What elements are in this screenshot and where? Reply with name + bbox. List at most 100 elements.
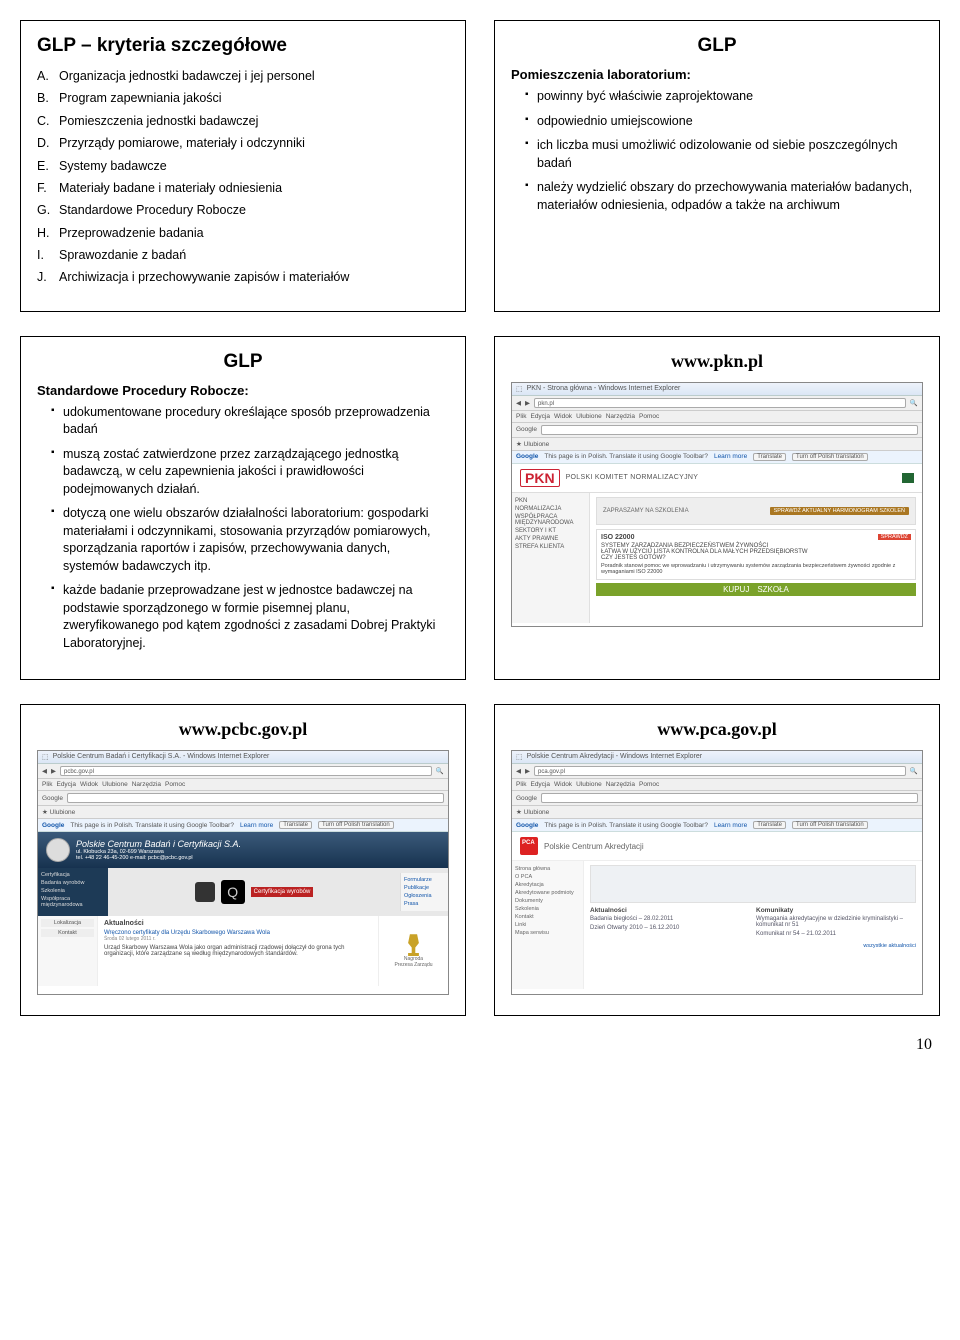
menu-item[interactable]: Pomoc [639,781,659,788]
forward-icon[interactable]: ▶ [51,767,56,775]
kupuj-button[interactable]: KUPUJ [723,585,749,594]
menu-item[interactable]: Narzędzia [132,781,161,788]
sidebar-item[interactable]: Kontakt [515,913,580,921]
sidebar-item[interactable]: Szkolenia [515,905,580,913]
sidebar-item[interactable]: Dokumenty [515,897,580,905]
pca-logo-icon [520,837,538,855]
sidebar-item[interactable]: Lokalizacja [41,919,94,927]
address-bar[interactable]: pca.gov.pl [534,766,906,776]
mkt-icon [902,473,914,483]
menu-item[interactable]: Plik [42,781,52,788]
pkn-browser: ⬚ PKN - Strona główna - Windows Internet… [511,382,923,627]
sidebar-item[interactable]: Badania wyrobów [41,879,105,887]
translate-button[interactable]: Translate [279,821,312,829]
translate-button[interactable]: Translate [753,453,786,461]
address-bar[interactable]: pkn.pl [534,398,906,408]
pca-col-news: Aktualności Badania biegłości – 28.02.20… [590,907,750,940]
pkn-url: www.pkn.pl [511,351,923,372]
sidebar-item[interactable]: STREFA KLIENTA [515,543,586,551]
sidebar-item[interactable]: Strona główna [515,865,580,873]
item-marker: J. [37,268,59,287]
col1-item[interactable]: Dzień Otwarty 2010 – 16.12.2010 [590,925,750,931]
sidebar-item[interactable]: Kontakt [41,929,94,937]
google-search[interactable] [541,425,918,435]
pca-browser: ⬚ Polskie Centrum Akredytacji - Windows … [511,750,923,995]
pkn-banner[interactable]: ZAPRASZAMY NA SZKOLENIA SPRAWDŹ AKTUALNY… [596,497,916,525]
col2-heading: Komunikaty [756,907,916,914]
col1-item[interactable]: Badania biegłości – 28.02.2011 [590,916,750,922]
translate-more-link[interactable]: Learn more [714,453,747,460]
sidebar-item[interactable]: O PCA [515,873,580,881]
pca-org-title: Polskie Centrum Akredytacji [544,842,644,851]
translate-button[interactable]: Translate [753,821,786,829]
menu-item[interactable]: Narzędzia [606,413,635,420]
sidebar-item[interactable]: Współpraca międzynarodowa [41,895,105,909]
favorites-icon[interactable]: ★ Ulubione [42,808,75,816]
menu-item[interactable]: Widok [80,781,98,788]
menu-item[interactable]: Pomoc [639,413,659,420]
sidebar-item[interactable]: Akredytowane podmioty [515,889,580,897]
nav-toolbar: ◀ ▶ pkn.pl 🔍 [512,396,922,411]
menu-item[interactable]: Widok [554,413,572,420]
back-icon[interactable]: ◀ [516,767,521,775]
menu-item[interactable]: Edycja [56,781,76,788]
menu-item[interactable]: Narzędzia [606,781,635,788]
sidebar-item[interactable]: Mapa serwisu [515,929,580,937]
sidebar-item[interactable]: Linki [515,921,580,929]
all-news-link[interactable]: wszystkie aktualności [590,943,916,949]
sidebar-item[interactable]: Formularze [404,876,445,884]
sidebar-item[interactable]: Certyfikacja [41,871,105,879]
bullet-item: odpowiednio umiejscowione [525,113,923,131]
sidebar-item[interactable]: Szkolenia [41,887,105,895]
translate-more-link[interactable]: Learn more [240,822,273,829]
search-icon[interactable]: 🔍 [910,767,918,775]
col2-item[interactable]: Wymagania akredytacyjne w dziedzinie kry… [756,916,916,928]
translate-off-button[interactable]: Turn off Polish translation [792,453,868,461]
item-text: Standardowe Procedury Robocze [59,201,246,220]
sidebar-item[interactable]: Ogłoszenia [404,892,445,900]
sidebar-item[interactable]: Publikacje [404,884,445,892]
favorites-icon[interactable]: ★ Ulubione [516,808,549,816]
google-search[interactable] [541,793,918,803]
menu-item[interactable]: Edycja [530,781,550,788]
forward-icon[interactable]: ▶ [525,399,530,407]
search-icon[interactable]: 🔍 [436,767,444,775]
window-title: Polskie Centrum Akredytacji - Windows In… [527,753,702,761]
sidebar-item[interactable]: WSPÓŁPRACA MIĘDZYNARODOWA [515,513,586,527]
menu-item[interactable]: Ulubione [576,781,602,788]
google-search[interactable] [67,793,444,803]
menu-item[interactable]: Ulubione [102,781,128,788]
menu-item[interactable]: Ulubione [576,413,602,420]
menu-item[interactable]: Plik [516,413,526,420]
menu-item[interactable]: Edycja [530,413,550,420]
banner-left: ZAPRASZAMY NA SZKOLENIA [603,508,689,514]
back-icon[interactable]: ◀ [516,399,521,407]
sidebar-item[interactable]: Prasa [404,900,445,908]
sidebar-item[interactable]: PKN [515,497,586,505]
slide-pkn: www.pkn.pl ⬚ PKN - Strona główna - Windo… [494,336,940,681]
col2-item[interactable]: Komunikat nr 54 – 21.02.2011 [756,931,916,937]
search-icon[interactable]: 🔍 [910,399,918,407]
translate-off-button[interactable]: Turn off Polish translation [792,821,868,829]
translate-text: This page is in Polish. Translate it usi… [544,453,708,460]
back-icon[interactable]: ◀ [42,767,47,775]
menu-item[interactable]: Widok [554,781,572,788]
menu-item[interactable]: Pomoc [165,781,185,788]
pkn-main: ZAPRASZAMY NA SZKOLENIA SPRAWDŹ AKTUALNY… [590,493,922,623]
forward-icon[interactable]: ▶ [525,767,530,775]
szkola-button[interactable]: SZKOŁA [757,585,789,594]
translate-more-link[interactable]: Learn more [714,822,747,829]
sidebar-item[interactable]: Akredytacja [515,881,580,889]
menu-item[interactable]: Plik [516,781,526,788]
nav-toolbar: ◀ ▶ pcbc.gov.pl 🔍 [38,764,448,779]
sidebar-item[interactable]: SEKTORY I KT [515,527,586,535]
translate-text: This page is in Polish. Translate it usi… [70,822,234,829]
iso-check-button[interactable]: SPRAWDŹ [878,534,911,540]
sidebar-item[interactable]: NORMALIZACJA [515,505,586,513]
menu-toolbar: Plik Edycja Widok Ulubione Narzędzia Pom… [512,411,922,423]
translate-off-button[interactable]: Turn off Polish translation [318,821,394,829]
sidebar-item[interactable]: AKTY PRAWNE [515,535,586,543]
favorites-icon[interactable]: ★ Ulubione [516,440,549,448]
browser-titlebar: ⬚ Polskie Centrum Badań i Certyfikacji S… [38,751,448,764]
address-bar[interactable]: pcbc.gov.pl [60,766,432,776]
